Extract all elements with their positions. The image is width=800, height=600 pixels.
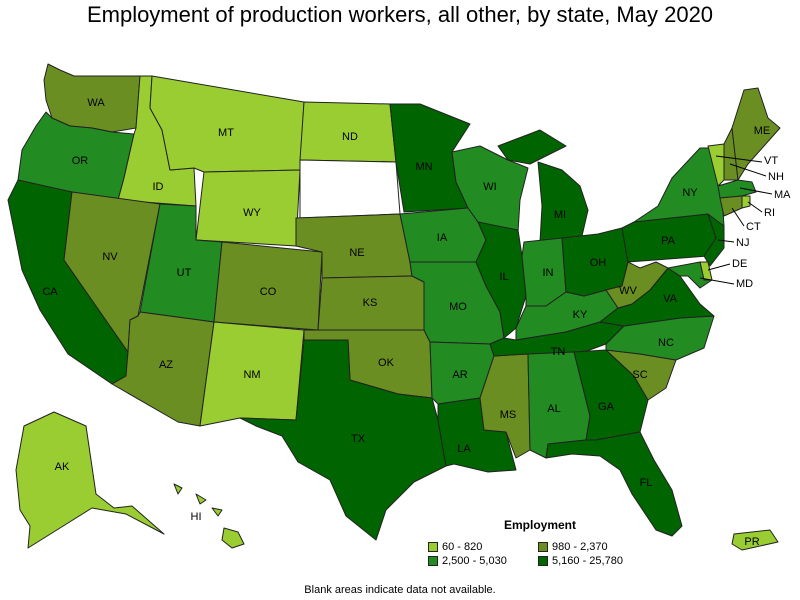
label-or: OR xyxy=(72,155,89,167)
map-title: Employment of production workers, all ot… xyxy=(86,2,714,27)
legend-label: 980 - 2,370 xyxy=(552,541,608,553)
label-tx: TX xyxy=(351,433,366,445)
state-mt[interactable] xyxy=(149,75,305,173)
state-ct[interactable] xyxy=(719,195,743,217)
state-md[interactable] xyxy=(667,261,713,289)
leader-md xyxy=(699,277,735,285)
label-mo: MO xyxy=(449,301,467,313)
leader-vt xyxy=(715,155,763,163)
legend-swatch xyxy=(428,542,438,552)
state-ma[interactable] xyxy=(717,179,757,199)
leader-ma xyxy=(739,187,773,195)
legend-swatch xyxy=(538,556,548,566)
label-fl: FL xyxy=(640,477,653,489)
state-me[interactable] xyxy=(731,87,781,181)
legend-item-5160-25780: 5,160 - 25,780 xyxy=(538,554,648,568)
legend-title: Employment xyxy=(504,518,577,532)
label-nh: NH xyxy=(768,171,784,183)
legend-item-2500-5030: 2,500 - 5,030 xyxy=(428,554,538,568)
leader-nj xyxy=(717,239,735,243)
label-ms: MS xyxy=(500,409,517,421)
label-vt: VT xyxy=(764,155,778,167)
leader-ct xyxy=(731,207,745,227)
state-ak[interactable] xyxy=(15,411,165,549)
label-de: DE xyxy=(732,258,747,270)
label-mi: MI xyxy=(554,209,566,221)
state-pr[interactable] xyxy=(731,529,779,551)
label-wv: WV xyxy=(619,285,637,297)
state-tx[interactable] xyxy=(239,339,447,541)
legend: Employment 60 - 820 980 - 2,370 2,500 - … xyxy=(428,518,648,568)
label-wi: WI xyxy=(483,181,496,193)
label-ak: AK xyxy=(55,461,70,473)
footnote: Blank areas indicate data not available. xyxy=(304,584,496,596)
state-hi[interactable] xyxy=(173,483,245,549)
state-fl[interactable] xyxy=(545,431,683,537)
label-co: CO xyxy=(260,286,277,298)
leader-de xyxy=(707,263,731,271)
label-wy: WY xyxy=(243,207,261,219)
label-ks: KS xyxy=(363,297,378,309)
leader-nh xyxy=(729,163,767,177)
label-il: IL xyxy=(499,271,508,283)
label-az: AZ xyxy=(159,359,173,371)
label-ok: OK xyxy=(378,357,395,369)
label-ut: UT xyxy=(177,267,192,279)
label-ne: NE xyxy=(349,247,364,259)
label-ny: NY xyxy=(682,187,698,199)
state-sd[interactable] xyxy=(299,159,401,219)
label-tn: TN xyxy=(551,346,566,358)
label-ga: GA xyxy=(598,401,615,413)
label-in: IN xyxy=(543,267,554,279)
label-nv: NV xyxy=(102,251,118,263)
state-mi[interactable] xyxy=(497,129,589,243)
state-wv[interactable] xyxy=(605,261,669,309)
label-md: MD xyxy=(736,278,753,290)
legend-swatch xyxy=(538,542,548,552)
legend-swatch xyxy=(428,556,438,566)
label-mt: MT xyxy=(218,127,234,139)
label-va: VA xyxy=(663,293,678,305)
label-nm: NM xyxy=(243,369,260,381)
legend-label: 2,500 - 5,030 xyxy=(442,555,507,567)
label-ri: RI xyxy=(764,207,775,219)
label-pa: PA xyxy=(661,235,676,247)
legend-item-60-820: 60 - 820 xyxy=(428,540,538,554)
label-mn: MN xyxy=(415,161,432,173)
label-ca: CA xyxy=(42,286,58,298)
leader-ri xyxy=(747,201,763,213)
label-ct: CT xyxy=(746,221,761,233)
label-ia: IA xyxy=(437,232,448,244)
state-wi[interactable] xyxy=(451,145,529,233)
label-al: AL xyxy=(547,403,560,415)
legend-label: 60 - 820 xyxy=(442,541,483,553)
label-ky: KY xyxy=(573,309,588,321)
label-nd: ND xyxy=(342,131,358,143)
label-sc: SC xyxy=(632,369,647,381)
label-oh: OH xyxy=(590,257,607,269)
label-ar: AR xyxy=(452,369,467,381)
label-me: ME xyxy=(754,125,771,137)
label-nj: NJ xyxy=(736,237,749,249)
label-pr: PR xyxy=(744,536,759,548)
label-hi: HI xyxy=(191,511,202,523)
label-ma: MA xyxy=(774,189,791,201)
label-nc: NC xyxy=(658,337,674,349)
label-wa: WA xyxy=(87,97,105,109)
legend-item-980-2370: 980 - 2,370 xyxy=(538,540,648,554)
state-nj[interactable] xyxy=(703,213,725,267)
label-la: LA xyxy=(457,443,471,455)
label-id: ID xyxy=(153,181,164,193)
legend-label: 5,160 - 25,780 xyxy=(552,555,623,567)
